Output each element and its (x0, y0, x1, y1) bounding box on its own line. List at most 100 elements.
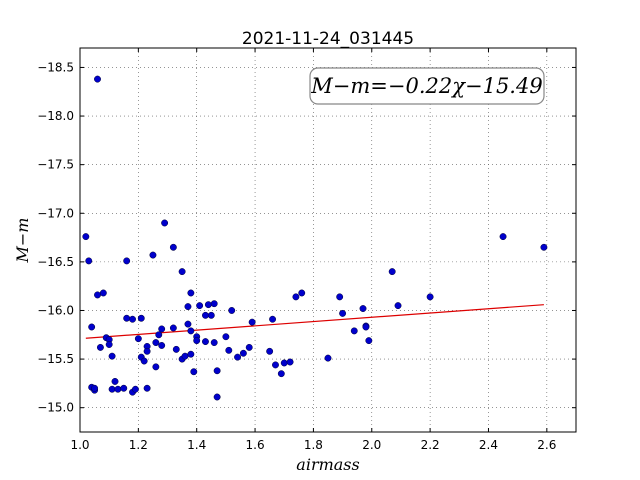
fit-line (85, 304, 544, 339)
data-point (181, 352, 189, 360)
fit-annotation: M−m=−0.22χ−15.49 (309, 67, 545, 105)
data-point (202, 338, 209, 346)
data-point (204, 301, 212, 309)
data-point (134, 335, 142, 343)
data-point (210, 300, 218, 308)
y-tick-label: −15.5 (37, 352, 74, 366)
data-point (105, 341, 113, 348)
data-point (187, 327, 195, 335)
annotation-box (309, 67, 545, 105)
data-point (272, 361, 279, 369)
data-points (82, 75, 548, 401)
data-point (94, 291, 101, 299)
data-point (292, 293, 300, 301)
data-point (143, 384, 151, 392)
data-point (207, 311, 215, 319)
y-tick-label: −16.5 (37, 255, 74, 269)
y-tick-label: −16.0 (37, 303, 74, 317)
data-point (298, 289, 306, 297)
x-tick-label: 1.2 (129, 438, 148, 452)
data-point (114, 385, 122, 393)
y-tick-label: −18.0 (37, 109, 74, 123)
y-axis-label: M−m (13, 218, 32, 264)
data-point (213, 393, 221, 401)
data-point (286, 358, 294, 366)
data-point (131, 385, 139, 393)
data-point (140, 357, 148, 365)
data-point (108, 385, 116, 393)
data-point (123, 314, 131, 322)
data-point (202, 311, 209, 319)
chart-title: 2021-11-24_031445 (242, 29, 414, 49)
data-point (187, 350, 195, 358)
data-point (239, 349, 247, 357)
x-tick-label: 1.6 (246, 438, 265, 452)
data-point (152, 339, 160, 347)
x-axis-label: airmass (296, 455, 359, 474)
data-point (108, 352, 116, 360)
fit-equation: M−m=−0.22χ−15.49 (310, 74, 542, 98)
data-point (365, 337, 373, 345)
data-point (172, 345, 180, 353)
data-point (234, 353, 242, 361)
data-point (210, 339, 218, 347)
data-point (161, 219, 169, 227)
data-point (152, 363, 160, 371)
data-point (388, 268, 396, 276)
plot-frame (79, 47, 577, 433)
y-tick-label: −15.0 (37, 401, 74, 415)
data-point (169, 324, 177, 332)
data-point (169, 243, 177, 251)
data-point (158, 342, 166, 349)
x-tick-label: 1.8 (304, 438, 323, 452)
data-point (266, 347, 274, 355)
data-point (158, 325, 166, 333)
data-point (394, 302, 402, 310)
data-point (178, 268, 186, 276)
y-tick-label: −17.5 (37, 158, 74, 172)
data-point (85, 257, 93, 265)
data-point (277, 370, 285, 378)
data-point (245, 343, 253, 351)
data-point (184, 303, 192, 311)
fit-line-layer (85, 304, 544, 339)
data-point (88, 323, 96, 331)
data-point (196, 302, 204, 310)
x-tick-label: 2.0 (362, 438, 381, 452)
data-point (82, 233, 90, 241)
data-point (137, 314, 145, 322)
data-point (269, 315, 277, 323)
axis-ticks (79, 48, 576, 432)
data-point (222, 333, 230, 341)
data-point (426, 293, 434, 301)
data-point (228, 307, 236, 314)
data-point (350, 327, 358, 335)
data-point (111, 377, 119, 385)
x-tick-label: 2.4 (479, 438, 498, 452)
data-point (280, 359, 288, 367)
data-point (120, 384, 128, 392)
data-point (540, 243, 548, 251)
data-point (91, 384, 99, 392)
x-tick-label: 1.0 (70, 438, 89, 452)
data-point (339, 309, 347, 317)
data-point (149, 251, 157, 259)
grid-lines (79, 48, 576, 432)
data-point (359, 305, 367, 312)
data-point (96, 343, 104, 351)
data-point (324, 354, 332, 362)
data-point (187, 289, 195, 297)
y-tick-label: −18.5 (37, 60, 74, 74)
x-tick-label: 2.6 (537, 438, 556, 452)
data-point (190, 368, 198, 376)
data-point (193, 337, 201, 345)
data-point (213, 367, 221, 375)
data-point (129, 315, 136, 323)
data-point (143, 347, 151, 355)
x-tick-label: 2.2 (421, 438, 440, 452)
data-point (155, 331, 163, 339)
data-point (225, 346, 233, 354)
axis-tick-labels: 1.0 1.2 1.4 1.6 1.8 2.0 2.2 2.4 2.6 −15.0 −15.5 −16… (37, 60, 556, 452)
data-point (336, 293, 344, 301)
